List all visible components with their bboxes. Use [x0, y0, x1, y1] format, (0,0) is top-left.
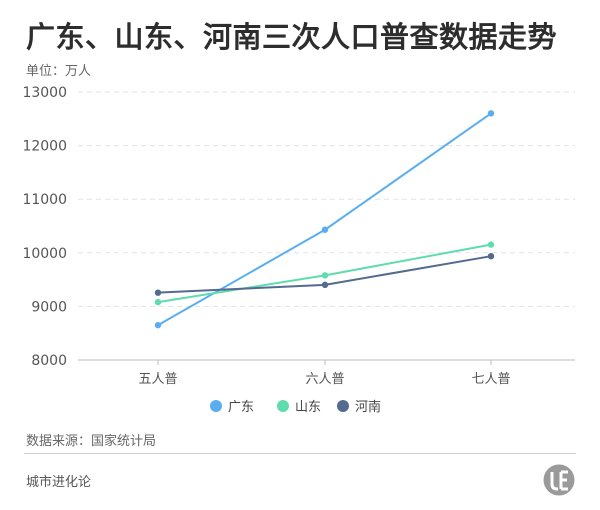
- legend-label: 广东: [228, 400, 254, 415]
- y-tick-label: 10000: [22, 246, 67, 262]
- legend-label: 山东: [295, 400, 321, 415]
- data-point-河南: [321, 281, 329, 289]
- y-tick-label: 11000: [22, 192, 67, 208]
- brand-logo-icon: [543, 464, 575, 496]
- data-point-山东: [321, 272, 329, 279]
- data-point-广东: [487, 110, 495, 117]
- data-point-广东: [321, 226, 329, 233]
- y-tick-label: 8000: [31, 353, 67, 369]
- legend-marker: [337, 400, 349, 412]
- axes: 8000 9000 10000 11000 12000 13000 五人普 六人普 七人普: [22, 85, 575, 387]
- x-tick-label: 五人普: [138, 372, 177, 387]
- x-tick-label: 六人普: [305, 372, 344, 387]
- data-point-山东: [154, 298, 162, 306]
- x-tick-label: 七人普: [471, 372, 510, 387]
- footer-divider: [24, 453, 576, 454]
- brand-name: 城市进化论: [26, 475, 92, 490]
- unit-label: 单位：万人: [26, 64, 92, 79]
- chart-title: 广东、山东、河南三次人口普查数据走势: [26, 20, 558, 54]
- legend-marker: [277, 400, 289, 412]
- data-point-广东: [154, 321, 162, 329]
- grid-lines: [78, 91, 575, 307]
- legend: 广东 山东 河南: [210, 399, 381, 415]
- y-tick-label: 12000: [22, 139, 67, 155]
- data-source: 数据来源：国家统计局: [26, 434, 157, 449]
- data-point-河南: [154, 289, 162, 296]
- legend-label: 河南: [355, 399, 381, 415]
- data-point-河南: [487, 252, 495, 260]
- line-chart: 8000 9000 10000 11000 12000 13000 五人普 六人普 七人普 广东…: [22, 85, 575, 415]
- data-point-山东: [487, 241, 495, 248]
- y-tick-label: 9000: [31, 299, 67, 315]
- legend-marker: [210, 400, 222, 412]
- y-tick-label: 13000: [22, 85, 67, 101]
- series-lines: [154, 110, 495, 329]
